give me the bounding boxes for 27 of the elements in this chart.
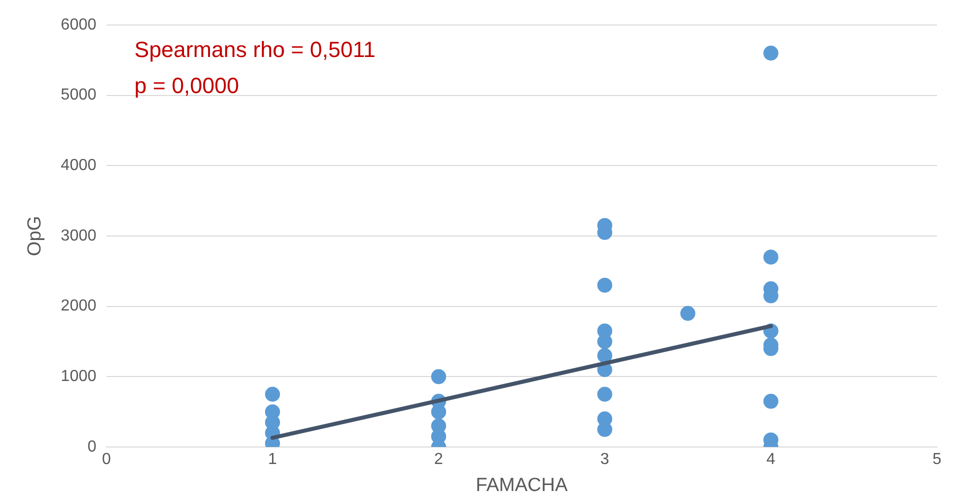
annotation: p = 0,0000 — [134, 73, 240, 98]
x-tick-label: 1 — [268, 451, 278, 468]
x-axis-title: FAMACHA — [476, 474, 568, 496]
x-tick-label: 0 — [102, 451, 111, 468]
y-tick-label: 2000 — [60, 298, 96, 315]
point — [763, 46, 778, 61]
point — [431, 369, 446, 384]
y-tick-label: 5000 — [60, 86, 96, 104]
y-tick-label: 0 — [87, 438, 96, 456]
annotation: Spearmans rho = 0,5011 — [134, 37, 376, 62]
y-tick-label: 1000 — [60, 368, 96, 386]
y-tick-label: 6000 — [60, 16, 96, 34]
x-tick-label: 2 — [434, 451, 444, 468]
point — [597, 348, 612, 364]
x-tick-label: 4 — [766, 451, 776, 468]
point — [597, 386, 612, 402]
x-tick-label: 3 — [600, 451, 610, 468]
point — [680, 306, 696, 321]
y-tick-label: 3000 — [60, 227, 96, 244]
point — [265, 386, 280, 402]
point — [763, 394, 778, 409]
x-tick-label: 5 — [932, 451, 942, 468]
point — [597, 278, 612, 293]
point — [597, 334, 612, 349]
y-axis-title: OpG — [24, 216, 46, 256]
y-tick-label: 4000 — [60, 157, 96, 174]
point — [763, 250, 778, 265]
